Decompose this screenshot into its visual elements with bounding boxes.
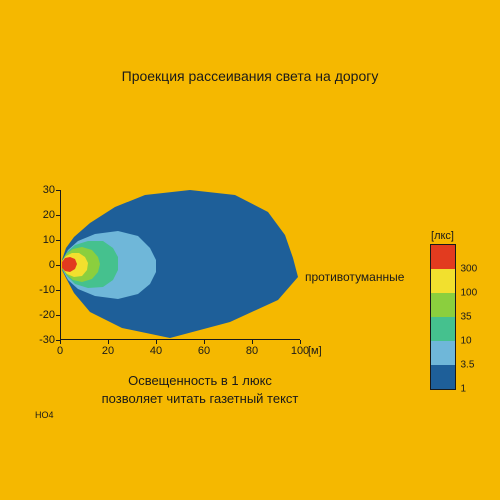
caption-line-1: Освещенность в 1 люкс — [128, 373, 272, 388]
legend-segment — [431, 269, 455, 293]
legend-segment — [431, 365, 455, 389]
legend-value: 35 — [461, 312, 472, 323]
x-tick — [60, 340, 61, 344]
legend: [лкс] 30010035103.51 — [415, 230, 470, 390]
y-tick — [56, 315, 60, 316]
model-label: HO4 — [35, 410, 54, 420]
legend-value: 300 — [461, 264, 478, 275]
y-tick-label: 10 — [25, 234, 55, 246]
chart-area: -30-20-100102030020406080100[м] — [60, 190, 300, 340]
x-axis — [60, 339, 300, 340]
x-tick — [204, 340, 205, 344]
x-tick — [300, 340, 301, 344]
y-tick — [56, 265, 60, 266]
legend-value: 3.5 — [461, 360, 475, 371]
legend-segment — [431, 317, 455, 341]
x-tick-label: 60 — [198, 345, 210, 357]
x-tick-label: 40 — [150, 345, 162, 357]
chart-title: Проекция рассеивания света на дорогу — [0, 68, 500, 84]
x-tick-label: 80 — [246, 345, 258, 357]
legend-segment — [431, 341, 455, 365]
caption-line-2: позволяет читать газетный текст — [102, 391, 299, 406]
y-tick — [56, 190, 60, 191]
x-unit: [м] — [308, 345, 322, 357]
y-tick-label: -20 — [25, 309, 55, 321]
legend-segment — [431, 245, 455, 269]
y-tick — [56, 290, 60, 291]
y-tick-label: -10 — [25, 284, 55, 296]
y-axis — [60, 190, 61, 340]
x-tick — [252, 340, 253, 344]
y-tick — [56, 240, 60, 241]
x-tick-label: 100 — [291, 345, 309, 357]
y-tick-label: 0 — [25, 259, 55, 271]
legend-value: 100 — [461, 288, 478, 299]
legend-value: 10 — [461, 336, 472, 347]
y-tick — [56, 215, 60, 216]
legend-value: 1 — [461, 384, 467, 395]
x-tick — [156, 340, 157, 344]
x-tick-label: 0 — [57, 345, 63, 357]
contour-plot — [60, 190, 300, 340]
y-tick-label: -30 — [25, 334, 55, 346]
x-tick-label: 20 — [102, 345, 114, 357]
y-tick-label: 30 — [25, 184, 55, 196]
series-annotation: противотуманные — [305, 270, 404, 284]
legend-bar: 30010035103.51 — [430, 244, 456, 390]
caption: Освещенность в 1 люкс позволяет читать г… — [0, 372, 400, 407]
legend-unit: [лкс] — [415, 230, 470, 242]
x-tick — [108, 340, 109, 344]
y-tick-label: 20 — [25, 209, 55, 221]
legend-segment — [431, 293, 455, 317]
